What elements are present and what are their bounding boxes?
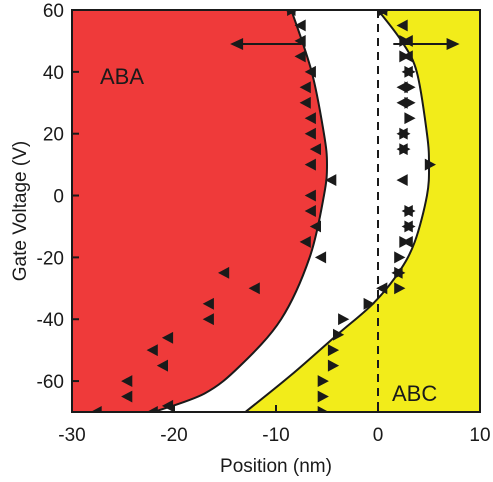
left-triangle-marker-2	[90, 406, 102, 412]
right-triangle-marker-15	[424, 158, 436, 171]
y-tick-label-60: 60	[43, 1, 64, 22]
left-triangle-marker-27	[294, 34, 306, 47]
region-label-aba: ABA	[100, 64, 144, 89]
left-triangle-marker-30	[396, 19, 408, 32]
right-triangle-marker-9	[394, 282, 406, 295]
right-triangle-marker-20	[404, 81, 416, 94]
right-triangle-marker-0	[287, 10, 299, 16]
arrow-head-right	[446, 38, 460, 51]
left-triangle-marker-22	[304, 112, 316, 125]
right-triangle-marker-24	[378, 10, 391, 16]
left-triangle-marker-23	[299, 96, 311, 109]
y-tick-label-20: 20	[43, 125, 64, 146]
left-triangle-marker-25	[304, 65, 316, 78]
right-triangle-marker-18	[404, 112, 416, 125]
left-triangle-marker-14	[299, 235, 311, 248]
right-triangle-marker-3	[317, 375, 329, 388]
left-triangle-marker-21	[304, 127, 316, 140]
left-triangle-marker-3	[161, 399, 174, 412]
left-triangle-marker-43	[376, 282, 388, 295]
right-triangle-marker-2	[317, 390, 329, 403]
left-triangle-marker-4	[121, 390, 133, 403]
right-triangle-marker-10	[394, 266, 406, 279]
right-triangle-marker-17	[399, 127, 411, 140]
y-tick-label--20: -20	[37, 248, 64, 269]
right-triangle-marker-13	[404, 220, 416, 233]
y-tick-label--60: -60	[37, 372, 64, 393]
left-triangle-marker-15	[309, 220, 321, 233]
right-triangle-marker-19	[404, 96, 416, 109]
x-tick-label-0: 0	[373, 425, 384, 446]
left-triangle-marker-19	[304, 158, 316, 171]
x-tick-label--10: -10	[262, 425, 289, 446]
right-triangle-marker-22	[399, 50, 411, 63]
left-triangle-marker-11	[248, 282, 260, 295]
plot-area	[72, 10, 480, 412]
left-triangle-marker-16	[304, 205, 316, 217]
left-triangle-marker-24	[299, 81, 311, 94]
left-triangle-marker-17	[325, 174, 337, 187]
left-triangle-marker-12	[218, 266, 230, 279]
left-triangle-marker-1	[146, 406, 158, 412]
region-label-abc: ABC	[392, 381, 437, 406]
right-triangle-marker-12	[399, 235, 411, 248]
right-triangle-marker-4	[327, 359, 340, 372]
left-triangle-marker-18	[304, 189, 316, 202]
left-triangle-marker-8	[161, 331, 174, 344]
ticks-group: -30 -20 -10 0 10 -60 -40 -20 0 20 40 60	[37, 1, 491, 446]
x-tick-label--30: -30	[58, 425, 85, 446]
right-triangle-marker-1	[317, 406, 329, 412]
x-tick-label-10: 10	[469, 425, 490, 446]
left-triangle-marker-38	[396, 174, 408, 187]
y-tick-label--40: -40	[37, 310, 64, 331]
arrow-head-left	[230, 38, 244, 51]
right-triangle-marker-7	[338, 313, 350, 326]
right-triangle-marker-5	[327, 344, 340, 357]
left-triangle-marker-6	[156, 359, 168, 372]
left-triangle-marker-20	[309, 143, 321, 156]
region-abc	[245, 10, 480, 412]
left-triangle-marker-28	[294, 19, 306, 32]
y-tick-label-40: 40	[43, 63, 64, 84]
right-triangle-marker-8	[363, 297, 375, 310]
x-axis-label: Position (nm)	[220, 456, 332, 477]
right-triangle-marker-14	[404, 205, 416, 217]
left-triangle-marker-5	[121, 375, 133, 388]
right-triangle-marker-21	[404, 65, 416, 78]
y-axis-label: Gate Voltage (V)	[10, 141, 31, 281]
left-triangle-marker-26	[294, 50, 306, 63]
right-triangle-marker-11	[394, 251, 406, 264]
left-triangle-marker-13	[314, 251, 327, 264]
left-triangle-marker-10	[202, 297, 214, 310]
left-triangle-marker-9	[202, 313, 214, 326]
region-aba	[72, 10, 327, 412]
right-triangle-marker-6	[333, 328, 345, 341]
left-triangle-marker-7	[146, 344, 158, 357]
y-tick-label-0: 0	[53, 187, 64, 208]
x-tick-label--20: -20	[160, 425, 187, 446]
arrows-group	[230, 38, 460, 51]
right-triangle-marker-16	[399, 143, 411, 156]
